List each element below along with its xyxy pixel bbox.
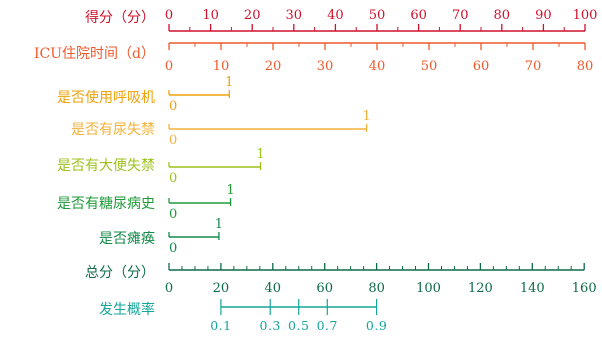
row-icu_days-tick-label: 80 [577,59,594,74]
row-probability-tick-label: 0.3 [260,318,281,333]
row-points-tick-label: 30 [286,8,303,23]
row-points-tick-label: 50 [369,8,386,23]
row-total-tick-label: 160 [572,281,597,296]
row-icu_days-tick-label: 20 [265,59,282,74]
row-icu_days-tick-label: 30 [317,59,334,74]
row-total-tick-label: 0 [165,281,173,296]
row-incontinence-level-1-label: 1 [362,109,370,124]
row-total-tick-label: 120 [468,281,493,296]
row-incontinence-level-0-label: 0 [169,133,177,148]
row-icu_days-tick-label: 50 [421,59,438,74]
row-incontinence-label: 是否有尿失禁 [71,122,155,138]
row-icu_days-tick-label: 0 [165,59,173,74]
row-icu_days-tick-label: 70 [525,59,542,74]
row-probability-label: 发生概率 [99,301,155,318]
row-points-tick-label: 90 [535,8,552,23]
row-probability-tick-label: 0.7 [317,318,338,333]
row-points-tick-label: 100 [573,8,598,23]
row-ventilator-label: 是否使用呼吸机 [57,89,155,106]
row-fecal-level-1-label: 1 [256,147,264,162]
row-icu_days-tick-label: 10 [213,59,230,74]
row-ventilator-level-0-label: 0 [169,99,177,114]
row-ventilator-level-1-label: 1 [225,75,233,90]
row-paralysis-level-1-label: 1 [215,217,223,232]
row-total-tick-label: 60 [316,281,333,296]
row-points-tick-label: 40 [327,8,344,23]
row-probability-tick-label: 0.5 [288,318,309,333]
row-total-label: 总分（分） [85,265,155,281]
row-total-tick-label: 80 [368,281,385,296]
row-points-tick-label: 0 [165,8,173,23]
row-points-tick-label: 10 [202,8,219,23]
row-total-tick-label: 40 [265,281,282,296]
row-paralysis-level-0-label: 0 [169,241,177,256]
row-points-label: 得分（分） [85,9,155,26]
row-points-tick-label: 70 [452,8,469,23]
row-icu_days-tick-label: 40 [369,59,386,74]
row-total-tick-label: 140 [520,281,545,296]
row-diabetes-label: 是否有糖尿病史 [57,196,155,212]
row-points-tick-label: 80 [494,8,511,23]
row-probability-tick-label: 0.9 [366,318,387,333]
row-total-tick-label: 20 [213,281,230,296]
row-icu_days-label: ICU住院时间（d） [34,46,155,62]
row-paralysis-label: 是否瘫痪 [99,231,155,247]
row-diabetes-level-0-label: 0 [169,207,177,222]
row-icu_days-tick-label: 60 [473,59,490,74]
row-points-tick-label: 60 [410,8,427,23]
row-fecal-level-0-label: 0 [169,171,177,186]
row-points-tick-label: 20 [244,8,261,23]
row-diabetes-level-1-label: 1 [226,183,234,198]
row-probability-tick-label: 0.1 [210,318,231,333]
row-fecal-label: 是否有大便失禁 [57,158,155,174]
row-total-tick-label: 100 [416,281,441,296]
